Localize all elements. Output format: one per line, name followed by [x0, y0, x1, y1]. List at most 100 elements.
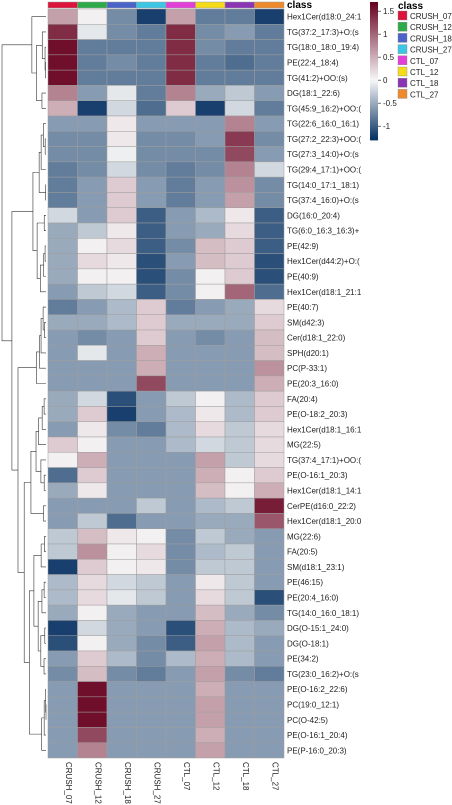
heatmap-cell — [77, 146, 108, 163]
heatmap-cell — [165, 711, 196, 728]
row-label: PE(40:7) — [287, 303, 319, 312]
legend-label: CRUSH_07 — [410, 12, 452, 21]
heatmap-cell — [195, 696, 226, 713]
heatmap-cell — [106, 192, 137, 208]
row-label: DG(O-18:1) — [287, 639, 329, 648]
dendrogram-branch — [41, 92, 46, 109]
heatmap-cell — [47, 314, 78, 331]
heatmap-cell — [254, 161, 285, 178]
heatmap-cell — [136, 635, 167, 652]
colorbar-step — [370, 50, 378, 53]
colorbar: 1.5 1 0.5 0 -0.5 -1 — [370, 2, 397, 141]
heatmap-cell — [224, 207, 255, 224]
row-label: PC(P-33:1) — [287, 364, 327, 373]
colorbar-step — [370, 29, 378, 33]
heatmap-cell — [224, 635, 255, 652]
heatmap-cell — [77, 436, 108, 453]
colorbar-step — [370, 27, 378, 30]
row-label: PE(40:9) — [287, 273, 319, 282]
colorbar-step — [370, 96, 378, 99]
heatmap-cell — [254, 604, 285, 621]
heatmap-cell — [77, 513, 108, 529]
heatmap-cell — [254, 589, 285, 606]
heatmap-cell — [77, 727, 108, 743]
colorbar-step — [370, 80, 378, 83]
heatmap-cell — [195, 8, 226, 25]
heatmap-cell — [47, 390, 78, 407]
row-label: TG(6:0_16:3_16:3)+ — [287, 227, 360, 236]
legend-swatch — [397, 44, 408, 54]
heatmap-cell — [254, 360, 285, 377]
legend-label: CRUSH_12 — [410, 23, 452, 32]
heatmap-cell — [195, 161, 226, 178]
heatmap-cell — [47, 543, 78, 560]
heatmap-cell — [224, 528, 255, 545]
heatmap-cell — [136, 207, 167, 224]
row-label: TG(37:4_16:0)+O:(s — [287, 196, 359, 205]
heatmap-cell — [47, 222, 78, 239]
heatmap-cell — [224, 390, 255, 407]
heatmap-cell — [136, 436, 167, 453]
class-bar-segment — [224, 1, 255, 9]
heatmap-cell — [165, 436, 196, 453]
dendrogram-branch — [43, 474, 46, 491]
heatmap-cell — [195, 421, 226, 438]
colorbar-step — [370, 36, 378, 40]
colorbar-step — [370, 137, 378, 141]
heatmap-cell — [254, 100, 285, 117]
colorbar-step — [370, 121, 378, 125]
heatmap-cell — [224, 727, 255, 743]
column-labels: CRUSH_07 CRUSH_12 CRUSH_18 CRUSH_27 CTL_07 CT… — [64, 762, 280, 804]
heatmap-cell — [224, 24, 255, 40]
heatmap-cell — [165, 604, 196, 621]
heatmap-cell — [254, 115, 285, 132]
colorbar-step — [370, 2, 378, 5]
heatmap-cell — [165, 345, 196, 361]
dendrogram-branch — [44, 245, 46, 262]
heatmap-cell — [106, 268, 137, 285]
heatmap-cell — [77, 696, 108, 713]
heatmap-cell — [254, 192, 285, 208]
heatmap-cell — [47, 711, 78, 728]
heatmap-cell — [224, 452, 255, 468]
colorbar-step — [370, 103, 378, 106]
row-label: PE(O-16:1_20:3) — [287, 471, 348, 480]
heatmap-cell — [47, 375, 78, 392]
colorbar-step — [370, 87, 378, 90]
heatmap-cell — [254, 268, 285, 285]
heatmap-cell — [77, 497, 108, 514]
heatmap-cell — [224, 69, 255, 86]
heatmap-cell — [224, 360, 255, 377]
heatmap-cell — [165, 131, 196, 147]
heatmap-cell — [224, 314, 255, 331]
heatmap-cell — [106, 54, 137, 71]
heatmap-cell — [47, 192, 78, 208]
heatmap-cell — [224, 559, 255, 575]
row-label: PE(22:4_18:4) — [287, 59, 339, 68]
heatmap-cell — [165, 268, 196, 285]
colorbar-step — [370, 133, 378, 136]
heatmap-cell — [254, 559, 285, 575]
row-label: TG(37:4_17:1)+OO:( — [287, 456, 361, 465]
heatmap-cells — [47, 8, 285, 759]
heatmap-cell — [224, 482, 255, 499]
heatmap-cell — [77, 742, 108, 759]
heatmap-cell — [77, 604, 108, 621]
heatmap-cell — [165, 238, 196, 254]
heatmap-cell — [224, 39, 255, 56]
heatmap-cell — [224, 513, 255, 529]
heatmap-cell — [224, 620, 255, 636]
heatmap-cell — [195, 192, 226, 208]
heatmap-cell — [136, 253, 167, 270]
heatmap-cell — [47, 115, 78, 132]
heatmap-cell — [106, 161, 137, 178]
legend-title: class — [398, 1, 423, 12]
dendrogram-branch — [41, 406, 46, 430]
heatmap-cell — [77, 69, 108, 86]
colorbar-step — [370, 6, 378, 10]
heatmap-cell — [77, 39, 108, 56]
heatmap-cell — [254, 345, 285, 361]
heatmap-cell — [136, 589, 167, 606]
heatmap-cell — [195, 513, 226, 529]
